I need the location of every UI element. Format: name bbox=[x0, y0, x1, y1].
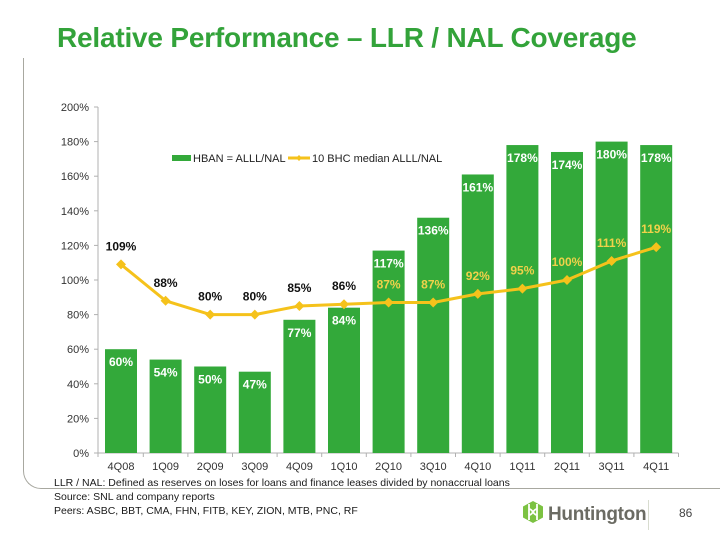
line-data-label: 111% bbox=[597, 236, 627, 250]
line-data-label: 85% bbox=[287, 281, 311, 295]
y-tick-label: 20% bbox=[67, 413, 89, 425]
bar-hban bbox=[194, 366, 227, 453]
line-data-label: 88% bbox=[154, 276, 178, 290]
legend-swatch-hban bbox=[172, 155, 191, 161]
y-tick-label: 80% bbox=[67, 310, 89, 322]
footnote-peers: Peers: ASBC, BBT, CMA, FHN, FITB, KEY, Z… bbox=[54, 505, 358, 517]
line-marker bbox=[562, 275, 572, 285]
line-data-label: 100% bbox=[552, 255, 583, 269]
bar-data-label: 174% bbox=[552, 158, 583, 172]
y-tick-label: 0% bbox=[73, 448, 89, 460]
y-tick-label: 100% bbox=[61, 275, 89, 287]
x-tick-label: 3Q09 bbox=[241, 461, 268, 473]
line-data-label: 80% bbox=[198, 290, 222, 304]
y-tick-label: 40% bbox=[67, 379, 89, 391]
bar-hban bbox=[372, 250, 405, 453]
y-tick-label: 180% bbox=[61, 137, 89, 149]
line-data-label: 119% bbox=[641, 222, 671, 236]
line-data-label: 80% bbox=[243, 290, 267, 304]
bar-data-label: 180% bbox=[596, 148, 627, 162]
bar-data-label: 161% bbox=[462, 180, 493, 194]
line-data-label: 92% bbox=[466, 269, 490, 283]
x-tick-label: 4Q11 bbox=[643, 461, 669, 473]
line-data-label: 87% bbox=[377, 277, 401, 291]
bar-hban bbox=[461, 174, 494, 453]
chart: 0% 20% 40% 60% 80% 100% 120% 140% 160% 180% 200% 4Q… bbox=[61, 102, 679, 473]
bar-hban bbox=[551, 151, 583, 454]
line-marker bbox=[383, 297, 394, 308]
bar-data-label: 60% bbox=[109, 355, 133, 369]
line-marker bbox=[160, 295, 171, 306]
bar-data-label: 47% bbox=[243, 378, 267, 392]
x-tick-label: 1Q11 bbox=[509, 461, 535, 473]
x-tick-label: 1Q09 bbox=[152, 461, 179, 473]
y-tick-label: 140% bbox=[61, 206, 89, 218]
line-data-label: 87% bbox=[421, 277, 445, 291]
line-marker bbox=[472, 288, 483, 299]
legend-label-bhc: 10 BHC median ALLL/NAL bbox=[312, 153, 442, 165]
huntington-logo: Huntington bbox=[522, 500, 647, 529]
y-tick-label: 160% bbox=[61, 171, 89, 183]
bar-hban bbox=[283, 319, 316, 453]
bar-data-label: 178% bbox=[507, 151, 538, 165]
bar-data-label: 178% bbox=[641, 151, 672, 165]
legend-label-hban: HBAN = ALLL/NAL bbox=[193, 153, 286, 165]
bar-hban bbox=[328, 307, 360, 453]
x-tick-label: 2Q09 bbox=[197, 461, 224, 473]
line-marker bbox=[249, 309, 260, 320]
bar-hban bbox=[417, 217, 450, 453]
x-tick-label: 4Q09 bbox=[286, 461, 313, 473]
footer-divider bbox=[648, 500, 649, 530]
y-tick-label: 60% bbox=[67, 344, 89, 356]
x-tick-label: 3Q10 bbox=[420, 461, 447, 473]
y-tick-label: 200% bbox=[61, 102, 89, 114]
line-marker bbox=[517, 283, 528, 294]
legend-swatch-bhc-marker bbox=[296, 155, 302, 161]
logo-text: Huntington bbox=[548, 503, 647, 525]
line-marker bbox=[339, 299, 349, 310]
bar-hban bbox=[105, 349, 137, 453]
line-marker bbox=[116, 259, 126, 270]
line-marker bbox=[606, 255, 617, 266]
bar-hban bbox=[640, 145, 673, 453]
bar-hban bbox=[149, 359, 182, 453]
line-marker bbox=[205, 309, 216, 320]
bar-data-label: 136% bbox=[418, 224, 449, 238]
bar-data-label: 50% bbox=[198, 373, 222, 387]
bar-data-label: 117% bbox=[374, 257, 404, 271]
line-marker bbox=[294, 300, 305, 311]
line-data-label: 86% bbox=[332, 279, 356, 293]
line-data-label: 95% bbox=[510, 264, 534, 278]
bar-hban bbox=[595, 141, 628, 453]
huntington-logo-icon bbox=[522, 500, 544, 529]
x-tick-label: 3Q11 bbox=[599, 461, 625, 473]
x-tick-label: 2Q11 bbox=[554, 461, 580, 473]
slide-frame bbox=[23, 58, 720, 489]
page-number: 86 bbox=[679, 506, 693, 520]
bar-data-label: 84% bbox=[332, 314, 356, 328]
footnote-source: Source: SNL and company reports bbox=[54, 491, 215, 503]
x-tick-label: 2Q10 bbox=[375, 461, 402, 473]
line-marker bbox=[651, 242, 662, 253]
x-tick-label: 1Q10 bbox=[331, 461, 358, 473]
footnote-definition: LLR / NAL: Defined as reserves on loses … bbox=[54, 477, 510, 489]
y-tick-label: 120% bbox=[61, 240, 89, 252]
bar-hban bbox=[506, 145, 539, 453]
line-marker bbox=[428, 297, 439, 308]
bar-data-label: 77% bbox=[287, 326, 311, 340]
line-data-label: 109% bbox=[106, 239, 137, 253]
x-tick-label: 4Q08 bbox=[108, 461, 135, 473]
x-tick-label: 4Q10 bbox=[464, 461, 491, 473]
bar-data-label: 54% bbox=[154, 366, 178, 380]
bar-hban bbox=[238, 371, 271, 453]
page-title: Relative Performance – LLR / NAL Coverag… bbox=[57, 22, 637, 53]
